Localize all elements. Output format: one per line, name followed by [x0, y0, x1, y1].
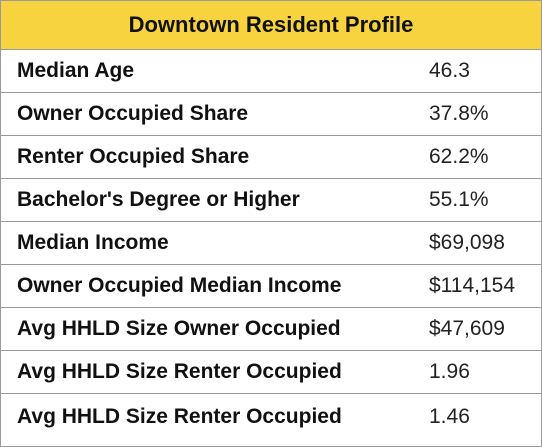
table-row: Median Income $69,098	[1, 222, 541, 265]
table-row: Owner Occupied Share 37.8%	[1, 93, 541, 136]
table-row: Median Age 46.3	[1, 50, 541, 93]
table-row: Renter Occupied Share 62.2%	[1, 136, 541, 179]
table-row: Avg HHLD Size Renter Occupied 1.96	[1, 351, 541, 394]
table-body: Median Age 46.3 Owner Occupied Share 37.…	[1, 50, 541, 440]
row-value: 55.1%	[429, 188, 489, 211]
row-value: 46.3	[429, 59, 470, 82]
row-label: Avg HHLD Size Renter Occupied	[17, 360, 342, 383]
row-label: Avg HHLD Size Renter Occupied	[17, 405, 342, 428]
row-value: $69,098	[429, 231, 505, 254]
row-value: 1.46	[429, 405, 470, 428]
row-value: 1.96	[429, 360, 470, 383]
row-label: Median Age	[17, 59, 135, 82]
row-label: Median Income	[17, 231, 169, 254]
row-value: $114,154	[429, 274, 516, 297]
table-row: Owner Occupied Median Income $114,154	[1, 265, 541, 308]
row-label: Owner Occupied Median Income	[17, 274, 342, 297]
row-value: 62.2%	[429, 145, 489, 168]
row-label: Avg HHLD Size Owner Occupied	[17, 317, 341, 340]
row-label: Bachelor's Degree or Higher	[17, 188, 300, 211]
row-label: Owner Occupied Share	[17, 102, 249, 125]
table-header: Downtown Resident Profile	[1, 1, 541, 50]
table-row: Avg HHLD Size Owner Occupied $47,609	[1, 308, 541, 351]
table-row: Bachelor's Degree or Higher 55.1%	[1, 179, 541, 222]
row-value: $47,609	[429, 317, 505, 340]
row-label: Renter Occupied Share	[17, 145, 250, 168]
row-value: 37.8%	[429, 102, 489, 125]
table-row: Avg HHLD Size Renter Occupied 1.46	[1, 394, 541, 440]
table-title: Downtown Resident Profile	[128, 12, 414, 37]
